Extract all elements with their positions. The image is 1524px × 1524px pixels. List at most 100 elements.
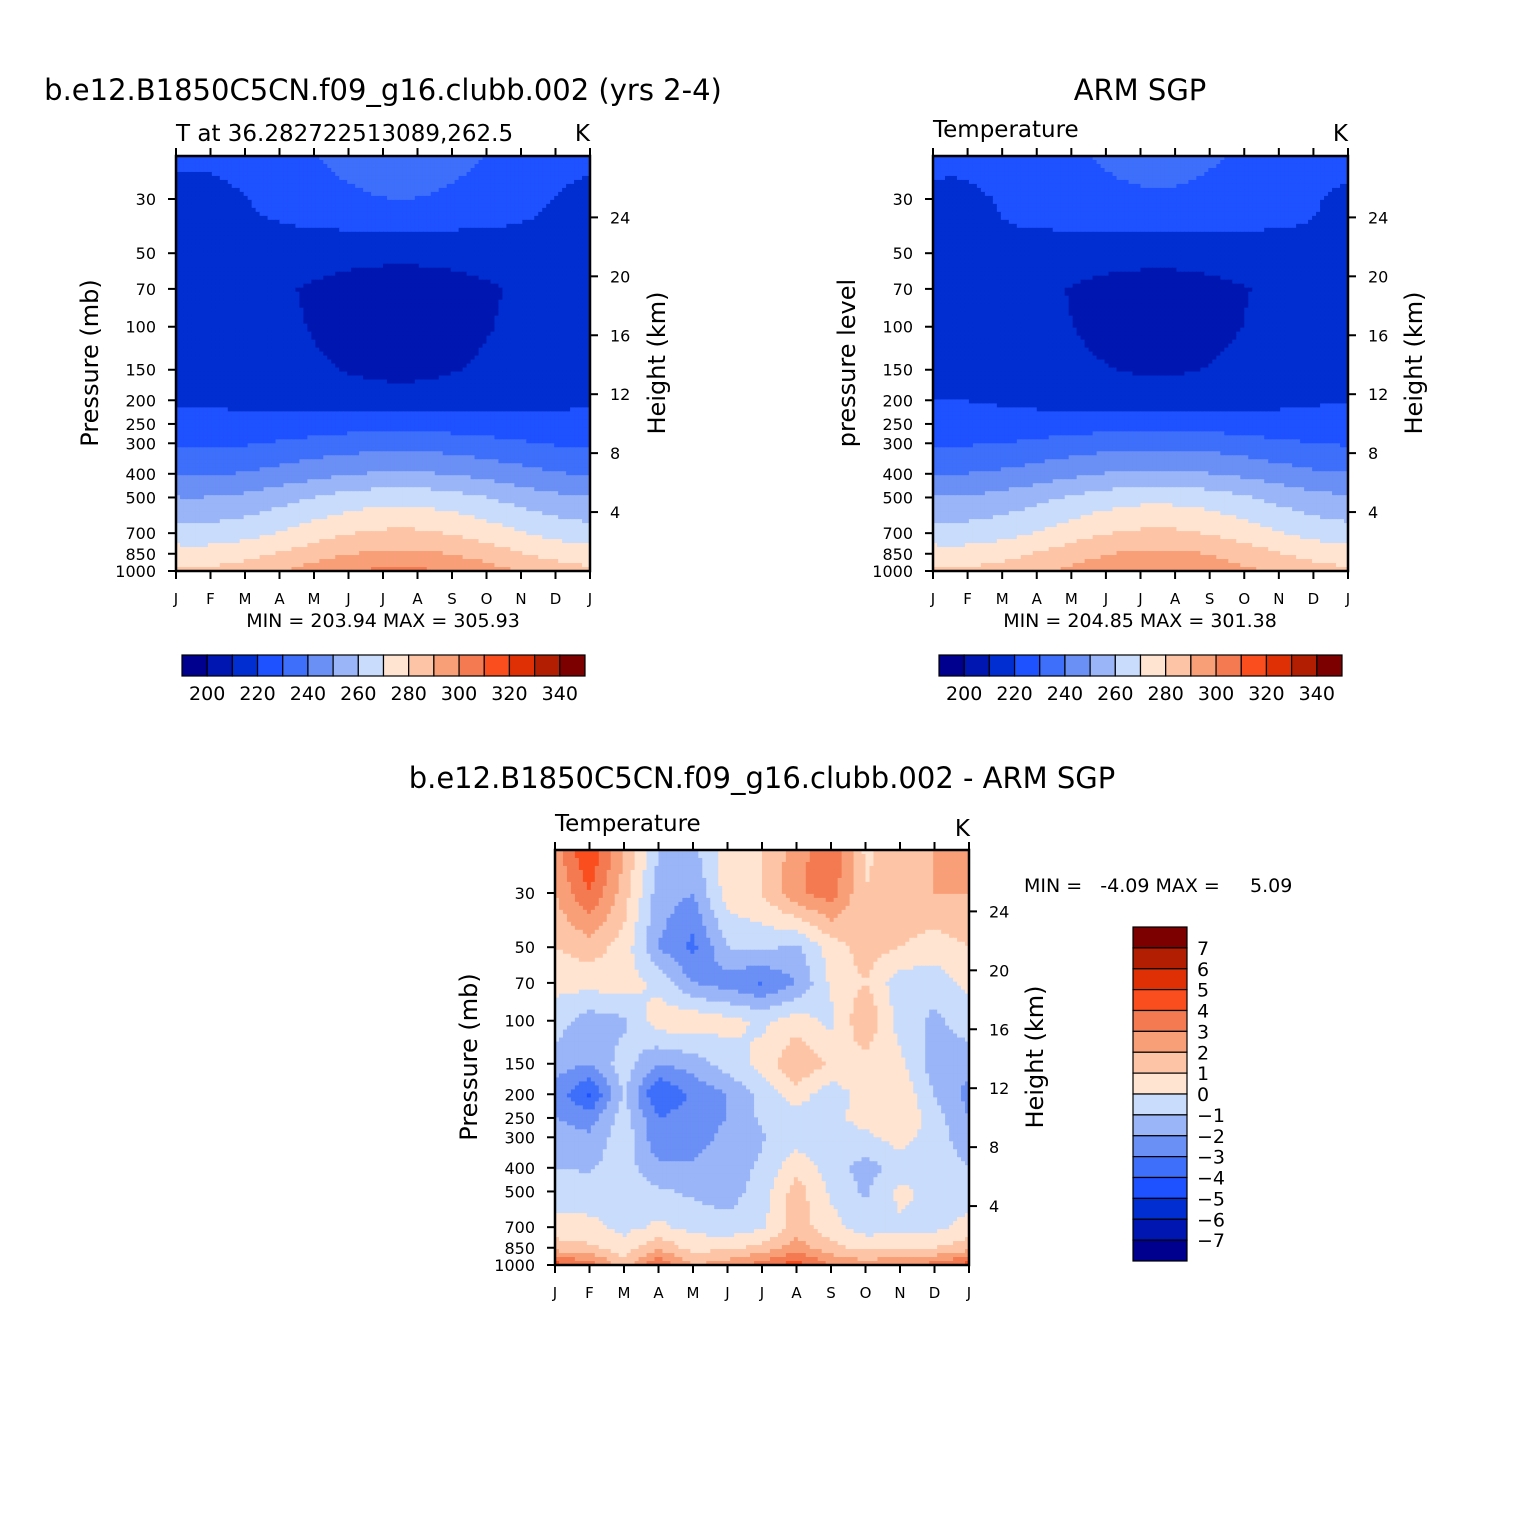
contour-cell [435,324,440,329]
contour-cell [518,344,523,349]
contour-cell [260,176,265,181]
contour-cell [319,200,324,205]
contour-cell [323,176,328,181]
contour-cell [578,332,583,337]
contour-cell [546,216,551,221]
contour-cell [192,188,197,193]
contour-cell [367,252,372,257]
contour-cell [355,316,360,321]
contour-cell [256,244,261,249]
contour-cell [367,188,372,193]
contour-cell [506,248,511,253]
contour-cell [403,244,408,249]
contour-cell [415,256,420,261]
contour-cell [542,284,547,289]
contour-cell [371,308,376,313]
contour-cell [319,216,324,221]
contour-cell [467,196,472,201]
contour-cell [431,224,436,229]
contour-cell [339,316,344,321]
contour-cell [180,256,185,261]
contour-cell [502,204,507,209]
contour-cell [510,208,515,213]
contour-cell [307,172,312,177]
contour-cell [307,256,312,261]
contour-cell [459,188,464,193]
contour-cell [291,280,296,285]
contour-cell [351,232,356,237]
contour-cell [359,220,364,225]
contour-cell [204,264,209,269]
contour-cell [471,244,476,249]
contour-cell [248,288,253,293]
contour-cell [180,224,185,229]
contour-cell [351,196,356,201]
contour-cell [510,160,515,165]
contour-cell [280,320,285,325]
contour-cell [256,188,261,193]
contour-cell [379,304,384,309]
contour-cell [236,332,241,337]
contour-cell [303,248,308,253]
contour-cell [447,204,452,209]
contour-cell [240,232,245,237]
contour-cell [562,232,567,237]
contour-cell [184,248,189,253]
contour-cell [530,240,535,245]
contour-cell [542,340,547,345]
contour-cell [240,168,245,173]
contour-cell [407,272,412,277]
contour-cell [355,300,360,305]
contour-cell [431,240,436,245]
contour-cell [375,308,380,313]
contour-cell [244,256,249,261]
contour-cell [264,280,269,285]
contour-cell [391,332,396,337]
contour-cell [228,224,233,229]
contour-cell [188,160,193,165]
contour-cell [534,336,539,341]
contour-cell [295,204,300,209]
contour-cell [475,176,480,181]
contour-cell [264,244,269,249]
contour-cell [192,276,197,281]
contour-cell [383,296,388,301]
contour-cell [196,316,201,321]
contour-cell [299,200,304,205]
contour-cell [483,336,488,341]
contour-cell [550,336,555,341]
contour-cell [467,216,472,221]
contour-cell [287,252,292,257]
contour-cell [546,300,551,305]
contour-cell [188,180,193,185]
contour-cell [423,220,428,225]
contour-cell [534,172,539,177]
contour-cell [256,332,261,337]
contour-cell [407,260,412,265]
contour-cell [578,260,583,265]
contour-cell [216,160,221,165]
contour-cell [538,216,543,221]
contour-cell [574,208,579,213]
contour-cell [383,176,388,181]
contour-cell [562,256,567,261]
contour-cell [323,316,328,321]
contour-cell [220,232,225,237]
contour-cell [554,268,559,273]
contour-cell [582,320,587,325]
contour-cell [463,208,468,213]
contour-cell [307,208,312,213]
contour-cell [443,196,448,201]
contour-cell [311,288,316,293]
contour-cell [447,260,452,265]
contour-cell [331,288,336,293]
contour-cell [276,192,281,197]
contour-cell [355,228,360,233]
contour-cell [498,232,503,237]
contour-cell [200,216,205,221]
contour-cell [280,200,285,205]
contour-cell [375,268,380,273]
contour-cell [240,256,245,261]
contour-cell [335,212,340,217]
contour-cell [554,316,559,321]
